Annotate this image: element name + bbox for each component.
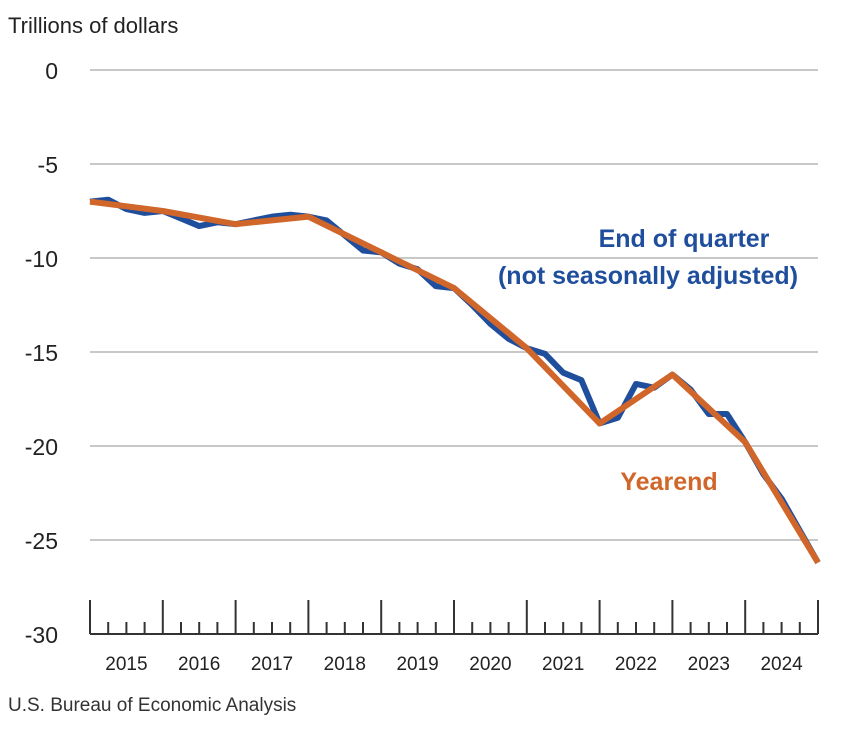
x-tick-label: 2023	[688, 654, 730, 675]
x-tick-label: 2021	[542, 654, 584, 675]
legend-quarter-line2: (not seasonally adjusted)	[498, 262, 798, 290]
x-tick-label: 2024	[760, 654, 803, 675]
x-tick-label: 2018	[324, 654, 366, 675]
x-tick-label: 2020	[469, 654, 511, 675]
y-axis-title: Trillions of dollars	[8, 13, 178, 38]
x-tick-label: 2019	[396, 654, 438, 675]
y-tick-label: 0	[45, 58, 58, 84]
x-tick-label: 2016	[178, 654, 220, 675]
source-note: U.S. Bureau of Economic Analysis	[8, 695, 296, 716]
series-end-of-quarter-line	[89, 196, 821, 565]
y-tick-label: -20	[25, 434, 58, 460]
y-tick-label: -5	[38, 152, 58, 178]
series-yearend-line	[89, 198, 821, 565]
x-tick-label: 2015	[105, 654, 147, 675]
legend-quarter-line1: End of quarter	[599, 225, 770, 253]
legend-yearend: Yearend	[620, 468, 717, 496]
y-tick-label: -10	[25, 246, 58, 272]
x-tick-label: 2022	[615, 654, 657, 675]
y-tick-label: -30	[25, 622, 58, 648]
y-tick-label: -15	[25, 340, 58, 366]
x-tick-label: 2017	[251, 654, 293, 675]
y-tick-label: -25	[25, 528, 58, 554]
